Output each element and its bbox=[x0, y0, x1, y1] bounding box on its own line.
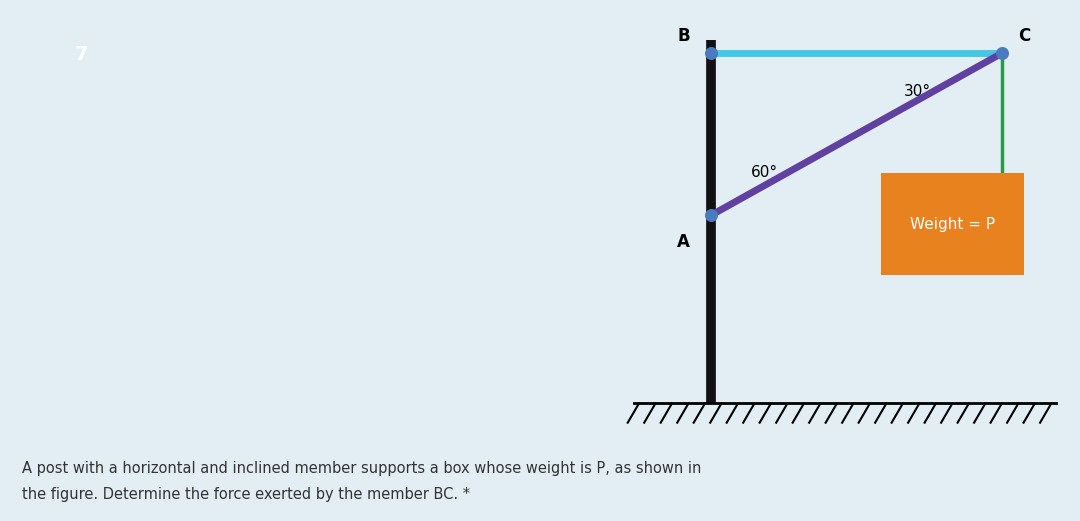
Text: B: B bbox=[677, 27, 690, 45]
Point bbox=[994, 49, 1011, 57]
Text: C: C bbox=[1018, 27, 1030, 45]
Point bbox=[702, 212, 719, 220]
Text: 7: 7 bbox=[75, 45, 87, 64]
Bar bbox=[881, 173, 1025, 275]
Text: A: A bbox=[677, 232, 690, 251]
Text: 60°: 60° bbox=[751, 165, 778, 180]
Text: Weight = P: Weight = P bbox=[910, 217, 996, 231]
Text: A post with a horizontal and inclined member supports a box whose weight is P, a: A post with a horizontal and inclined me… bbox=[22, 461, 701, 476]
Text: 30°: 30° bbox=[903, 84, 931, 99]
Text: the figure. Determine the force exerted by the member BC. *: the figure. Determine the force exerted … bbox=[22, 487, 470, 502]
Point bbox=[702, 49, 719, 57]
